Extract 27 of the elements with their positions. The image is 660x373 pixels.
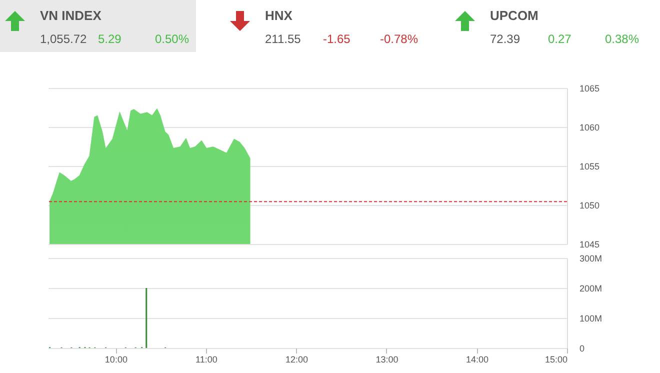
text: UPCOM — [490, 8, 538, 23]
y-tick-label: 1065 — [580, 84, 600, 94]
y-tick-label: 1045 — [580, 240, 600, 250]
y-tick-label: 300M — [580, 254, 602, 264]
text: 72.39 — [490, 32, 520, 46]
text: 1,055.72 — [40, 32, 87, 46]
x-tick-label: 11:00 — [196, 354, 218, 364]
y-tick-label: 200M — [580, 284, 602, 294]
x-tick-label: 14:00 — [466, 354, 489, 364]
text: VN INDEX — [40, 8, 102, 23]
y-tick-label: 1060 — [580, 122, 600, 132]
y-tick-label: 100M — [580, 314, 602, 324]
text: HNX — [265, 8, 292, 23]
text: -1.65 — [323, 32, 350, 46]
text: 211.55 — [265, 32, 301, 46]
y-tick-label: 1050 — [580, 200, 600, 210]
y-tick-label: 1055 — [580, 162, 600, 172]
y-tick-label: 0 — [580, 344, 585, 354]
text: 0.27 — [548, 32, 572, 46]
x-tick-label: 10:00 — [104, 354, 128, 364]
x-tick-label: 15:00 — [544, 354, 568, 364]
x-tick-label: 13:00 — [376, 354, 398, 364]
text: 0.38% — [605, 32, 640, 46]
text: 5.29 — [98, 32, 122, 46]
text: 0.50% — [155, 32, 190, 46]
x-tick-label: 12:00 — [285, 354, 308, 364]
text: -0.78% — [380, 32, 418, 46]
